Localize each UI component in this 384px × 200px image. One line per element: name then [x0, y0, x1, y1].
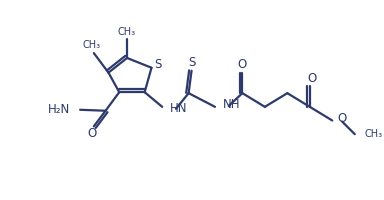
- Text: HN: HN: [170, 102, 187, 115]
- Text: NH: NH: [223, 98, 240, 111]
- Text: H₂N: H₂N: [48, 103, 70, 116]
- Text: S: S: [155, 58, 162, 71]
- Text: S: S: [188, 56, 195, 69]
- Text: O: O: [337, 112, 346, 125]
- Text: CH₃: CH₃: [364, 129, 383, 139]
- Text: O: O: [307, 72, 316, 85]
- Text: O: O: [238, 58, 247, 71]
- Text: CH₃: CH₃: [118, 27, 136, 37]
- Text: CH₃: CH₃: [83, 40, 101, 50]
- Text: O: O: [87, 127, 96, 140]
